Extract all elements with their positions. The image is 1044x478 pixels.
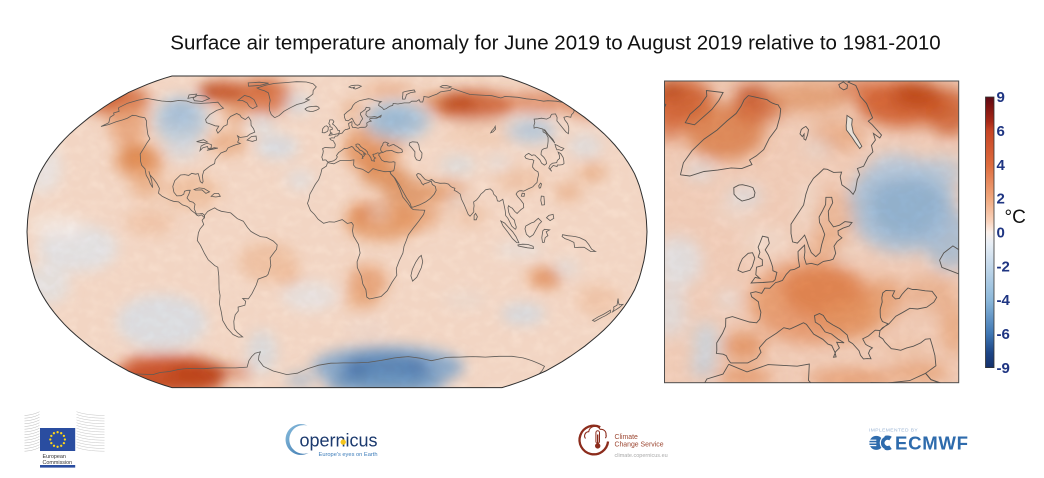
svg-text:opernicus: opernicus <box>300 431 378 451</box>
svg-text:-2: -2 <box>997 258 1010 275</box>
svg-text:Europe's eyes on Earth: Europe's eyes on Earth <box>319 452 378 458</box>
svg-text:Change Service: Change Service <box>615 441 664 448</box>
svg-text:Climate: Climate <box>615 434 639 441</box>
svg-text:European: European <box>43 454 66 460</box>
svg-text:-6: -6 <box>997 326 1010 343</box>
svg-text:0: 0 <box>997 225 1005 242</box>
svg-text:2: 2 <box>997 191 1005 208</box>
svg-text:°C: °C <box>1005 207 1026 228</box>
svg-text:6: 6 <box>997 123 1005 140</box>
svg-text:9: 9 <box>997 89 1005 106</box>
svg-text:ECMWF: ECMWF <box>895 432 969 453</box>
svg-text:4: 4 <box>997 157 1006 174</box>
svg-text:-4: -4 <box>997 292 1011 309</box>
svg-text:-9: -9 <box>997 360 1010 377</box>
svg-text:Commission: Commission <box>43 460 73 466</box>
svg-text:IMPLEMENTED BY: IMPLEMENTED BY <box>869 428 918 434</box>
svg-text:climate.copernicus.eu: climate.copernicus.eu <box>615 453 668 459</box>
svg-text:Surface air temperature anomal: Surface air temperature anomaly for June… <box>170 32 940 55</box>
